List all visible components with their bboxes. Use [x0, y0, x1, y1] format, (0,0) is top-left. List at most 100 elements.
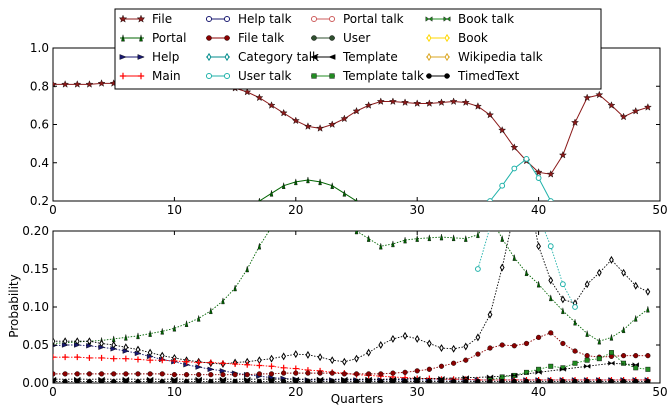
legend-marker-user	[311, 35, 317, 41]
top-point-user-talk	[535, 175, 542, 181]
bottom-point-main	[86, 354, 93, 361]
bottom-point-category-talk	[402, 331, 408, 340]
bottom-point-file-talk	[645, 353, 651, 359]
legend: File Portal Help Main Help talk File talk Cate…	[114, 8, 602, 90]
bottom-point-portal	[476, 231, 480, 239]
bottom-point-category-talk	[269, 354, 274, 363]
legend-label: Template talk	[342, 69, 424, 83]
bottom-point-main	[110, 355, 117, 362]
bottom-point-main	[183, 358, 190, 365]
bottom-point-file-talk	[281, 370, 287, 376]
bottom-point-file-talk	[353, 371, 360, 377]
bottom-point-help	[207, 366, 215, 373]
bottom-point-main	[207, 359, 214, 366]
legend-marker-file	[136, 14, 146, 23]
bottom-point-main	[159, 357, 166, 364]
top-point-file	[243, 87, 252, 96]
legend-entry-help-talk: Help talk	[205, 12, 292, 26]
bottom-point-portal	[282, 205, 285, 211]
bottom-point-category-talk	[475, 333, 481, 342]
bottom-point-file-talk	[475, 351, 481, 357]
legend-entry-help: Help	[119, 50, 179, 64]
bottom-point-book-talk	[486, 374, 494, 380]
bottom-point-file-talk	[86, 371, 93, 377]
top-point-file	[461, 98, 470, 106]
bottom-point-file-talk	[620, 353, 627, 359]
bottom-point-timedtext	[548, 378, 554, 383]
bottom-point-portal	[196, 315, 201, 322]
top-point-file	[595, 90, 604, 99]
bottom-point-portal	[124, 334, 128, 341]
bottom-point-category-talk	[596, 268, 602, 277]
bottom-x-tick-label: 10	[167, 385, 182, 399]
bottom-x-tick-label: 50	[652, 385, 667, 399]
bottom-point-timedtext	[135, 378, 141, 383]
legend-entry-portal: Portal	[120, 31, 186, 45]
bottom-point-portal	[221, 297, 225, 305]
bottom-point-portal	[561, 307, 565, 314]
top-point-file	[376, 97, 385, 105]
legend-marker-portal-talk	[310, 15, 318, 23]
bottom-point-category-talk	[633, 281, 639, 290]
bottom-point-timedtext	[353, 378, 360, 383]
top-point-file	[279, 108, 288, 117]
bottom-point-file-talk	[147, 371, 153, 377]
top-point-file	[631, 106, 640, 115]
bottom-point-main	[74, 354, 81, 361]
legend-label: Help	[152, 50, 179, 64]
bottom-point-file-talk	[572, 348, 578, 354]
legend-label: Template	[342, 50, 398, 64]
bottom-point-portal	[379, 243, 383, 250]
top-point-file	[316, 124, 325, 132]
top-point-file	[328, 120, 337, 128]
legend-entry-template-talk: Template talk	[311, 69, 424, 83]
bottom-point-file-talk	[98, 371, 105, 377]
bottom-point-file-talk	[584, 353, 590, 359]
legend-marker-wikipedia-talk	[444, 52, 450, 62]
bottom-point-file-talk	[293, 370, 299, 376]
top-point-user-talk	[499, 182, 506, 189]
legend-entry-portal-talk: Portal talk	[310, 12, 404, 26]
legend-label: Portal talk	[343, 12, 404, 26]
legend-label: User	[343, 31, 370, 45]
bottom-point-book-talk	[462, 375, 469, 381]
bottom-point-file-talk	[560, 340, 566, 347]
legend-marker-book	[444, 33, 450, 43]
top-x-tick-label: 20	[288, 203, 303, 217]
bottom-point-category-talk	[548, 276, 554, 285]
top-point-file	[267, 101, 276, 109]
bottom-point-template-talk	[524, 369, 529, 375]
bottom-point-portal	[209, 307, 213, 314]
bottom-point-timedtext	[86, 378, 93, 383]
bottom-point-timedtext	[305, 378, 311, 383]
bottom-point-timedtext	[183, 378, 190, 383]
bottom-point-portal	[172, 325, 177, 332]
bottom-point-timedtext	[329, 378, 335, 383]
top-point-portal	[318, 178, 322, 186]
top-x-tick-label: 50	[652, 203, 667, 217]
bottom-point-user-talk	[572, 304, 578, 310]
top-point-file	[401, 98, 410, 106]
legend-marker-user-talk	[223, 72, 231, 80]
bottom-point-file-talk	[426, 366, 432, 372]
bottom-point-category-talk	[560, 295, 566, 304]
top-point-file	[352, 106, 361, 115]
bottom-point-timedtext	[256, 378, 262, 383]
top-point-portal	[294, 178, 298, 186]
bottom-point-file-talk	[220, 372, 226, 378]
bottom-point-category-talk	[621, 268, 626, 277]
bottom-point-user-talk	[547, 243, 554, 250]
bottom-point-category-talk	[390, 334, 396, 343]
top-point-file	[425, 99, 434, 107]
bottom-point-file-talk	[366, 371, 372, 377]
legend-entry-user-talk: User talk	[205, 69, 292, 83]
top-point-user-talk	[487, 198, 493, 201]
legend-marker-category-talk	[224, 52, 230, 62]
bottom-point-file-talk	[633, 353, 639, 359]
bottom-point-category-talk	[439, 344, 444, 353]
bottom-point-main	[62, 354, 69, 361]
bottom-point-category-talk	[609, 255, 614, 264]
legend-marker-portal	[139, 34, 143, 42]
bottom-point-portal	[524, 269, 529, 276]
legend-marker-help-talk	[223, 15, 231, 23]
